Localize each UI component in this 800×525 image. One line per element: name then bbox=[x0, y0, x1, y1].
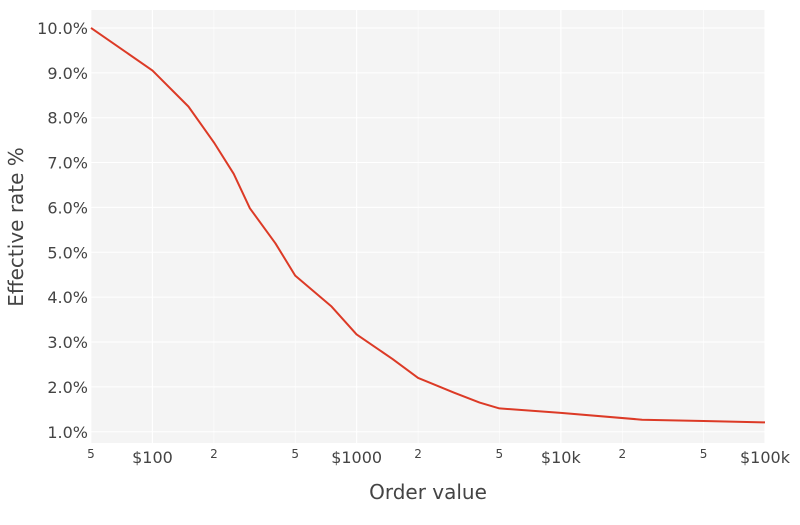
y-axis-title: Effective rate % bbox=[4, 147, 28, 307]
y-tick-label: 10.0% bbox=[37, 19, 88, 38]
x-tick-label: 5 bbox=[291, 447, 299, 461]
plot-background bbox=[91, 10, 765, 443]
x-tick-label: $10k bbox=[541, 448, 582, 467]
x-tick-label: 5 bbox=[87, 447, 95, 461]
y-tick-label: 3.0% bbox=[47, 333, 88, 352]
x-tick-label: 5 bbox=[700, 447, 708, 461]
y-tick-label: 7.0% bbox=[47, 154, 88, 173]
x-tick-label: $1000 bbox=[331, 448, 382, 467]
x-axis-title: Order value bbox=[369, 480, 487, 504]
x-tick-label: 5 bbox=[496, 447, 504, 461]
y-tick-label: 5.0% bbox=[47, 243, 88, 262]
x-tick-label: 2 bbox=[210, 447, 218, 461]
y-tick-label: 9.0% bbox=[47, 64, 88, 83]
series-line bbox=[90, 27, 766, 424]
y-tick-label: 4.0% bbox=[47, 288, 88, 307]
y-tick-label: 8.0% bbox=[47, 109, 88, 128]
x-tick-label: $100 bbox=[132, 448, 173, 467]
y-tick-labels: 1.0% 2.0% 3.0% 4.0% 5.0% 6.0% 7.0% 8.0% 9.0% 10.0… bbox=[37, 19, 88, 442]
y-tick-label: 2.0% bbox=[47, 378, 88, 397]
series-layer bbox=[90, 27, 766, 424]
grid bbox=[90, 10, 766, 443]
y-tick-label: 1.0% bbox=[47, 423, 88, 442]
x-tick-label: 2 bbox=[618, 447, 626, 461]
x-tick-label: 2 bbox=[414, 447, 422, 461]
x-tick-label: $100k bbox=[740, 448, 791, 467]
y-tick-label: 6.0% bbox=[47, 198, 88, 217]
x-tick-labels: 5 $100 2 5 $1000 2 5 $10k 2 5 $100k bbox=[87, 447, 791, 467]
